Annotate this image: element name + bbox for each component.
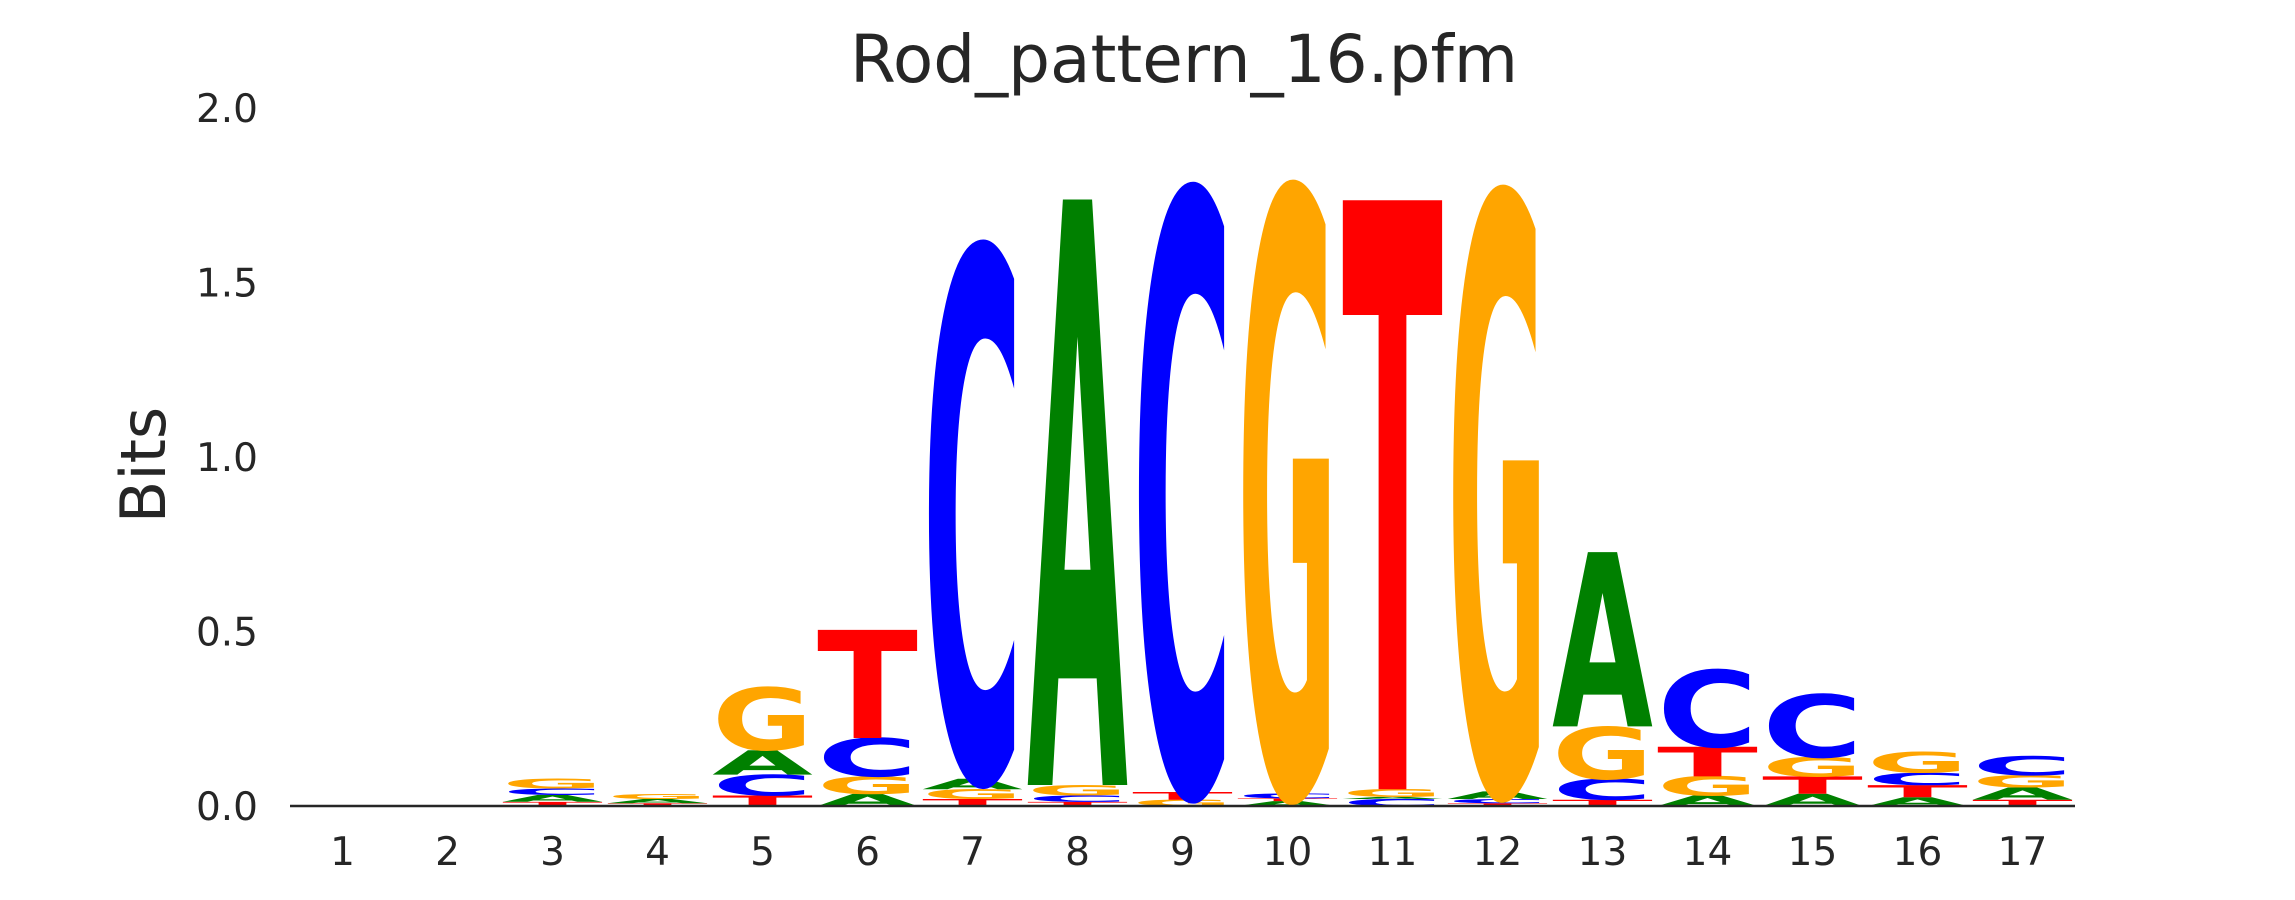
logo-letter-G: G (502, 776, 603, 792)
logo-letter-T: T (1657, 738, 1758, 786)
logo-letter-T: T (1237, 798, 1338, 802)
logo-letter-G: G (1027, 782, 1128, 799)
logo-letter-A: A (1972, 784, 2073, 803)
logo-letter-T: T (1972, 798, 2073, 808)
x-tick-label: 13 (1578, 830, 1628, 875)
logo-letter-G: G (922, 787, 1023, 803)
logo-letter-A: A (1237, 800, 1338, 808)
logo-letter-C: C (1132, 30, 1233, 900)
x-tick-label: 9 (1170, 830, 1195, 875)
logo-letter-G: G (1657, 771, 1758, 802)
x-tick-label: 8 (1065, 830, 1090, 875)
logo-letter-A: A (502, 793, 603, 804)
logo-letter-T: T (1027, 801, 1128, 808)
logo-letter-G: G (1762, 752, 1863, 783)
logo-letter-C: C (922, 106, 1023, 900)
logo-letter-C: C (1342, 797, 1443, 808)
logo-letter-G: G (1342, 787, 1443, 799)
logo-letter-C: C (817, 727, 918, 789)
x-tick-label: 3 (540, 830, 565, 875)
logo-letter-C: C (1027, 794, 1128, 804)
logo-letter-T: T (922, 797, 1023, 808)
y-tick-label: 0.5 (196, 611, 258, 656)
y-tick-label: 1.5 (196, 262, 258, 307)
logo-letter-T: T (817, 601, 918, 773)
x-tick-label: 12 (1473, 830, 1523, 875)
logo-letter-G: G (607, 793, 708, 801)
y-tick-label: 1.0 (196, 436, 258, 481)
logo-letter-C: C (502, 787, 603, 797)
x-tick-label: 4 (645, 830, 670, 875)
x-tick-label: 6 (855, 830, 880, 875)
logo-letter-A: A (1447, 789, 1548, 801)
x-axis-ticks: 1 2 3 4 5 6 7 8 9 10 11 12 13 14 15 16 17 (330, 830, 2047, 875)
x-tick-label: 10 (1263, 830, 1313, 875)
chart-title: Rod_pattern_16.pfm (850, 21, 1518, 98)
logo-letter-A: A (712, 744, 813, 783)
logo-letter-C: C (1657, 649, 1758, 772)
logo-letter-G: G (1552, 712, 1653, 795)
logo-letter-G: G (712, 671, 813, 771)
logo-letter-G: G (1132, 798, 1233, 808)
x-tick-label: 5 (750, 830, 775, 875)
logo-letter-G: G (817, 772, 918, 800)
logo-letter-T: T (1762, 772, 1863, 800)
logo-letter-G: G (1972, 772, 2073, 791)
logo-letter-T: T (1342, 39, 1444, 900)
x-tick-label: 16 (1893, 830, 1943, 875)
x-tick-label: 7 (960, 830, 985, 875)
x-tick-label: 2 (435, 830, 460, 875)
logo-letter-G: G (1447, 32, 1548, 900)
x-tick-label: 1 (330, 830, 355, 875)
x-tick-label: 15 (1788, 830, 1838, 875)
y-axis-ticks: 0.0 0.5 1.0 1.5 2.0 (196, 87, 258, 830)
y-tick-label: 0.0 (196, 785, 258, 830)
x-tick-label: 11 (1368, 830, 1418, 875)
logo-letter-G: G (1867, 746, 1968, 779)
logo-letter-C: C (1867, 770, 1968, 789)
logo-letter-C: C (712, 769, 813, 802)
logo-letter-A: A (607, 798, 708, 805)
logo-letter-C: C (1447, 798, 1548, 805)
logo-letter-C: C (1237, 792, 1338, 800)
logo-letter-C: C (1762, 678, 1863, 778)
x-tick-label: 17 (1998, 830, 2048, 875)
logo-letter-T: T (1867, 782, 1968, 802)
logo-letter-A: A (1342, 796, 1443, 799)
y-axis-label: Bits (107, 407, 180, 523)
logo-letter-T: T (1447, 802, 1548, 806)
logo-letter-A: A (1027, 40, 1129, 900)
logo-letter-G: G (1237, 27, 1338, 900)
y-tick-label: 2.0 (196, 87, 258, 132)
logo-letter-C: C (1972, 751, 2073, 782)
logo-letter-T: T (502, 801, 603, 808)
logo-letter-C: C (1552, 773, 1653, 806)
x-tick-label: 14 (1683, 830, 1733, 875)
logo-letter-T: T (607, 802, 708, 806)
logo-letter-A: A (922, 776, 1023, 793)
logo-letter-T: T (1552, 798, 1653, 808)
logo-letter-T: T (1132, 790, 1233, 802)
logo-letter-A: A (1552, 505, 1653, 783)
